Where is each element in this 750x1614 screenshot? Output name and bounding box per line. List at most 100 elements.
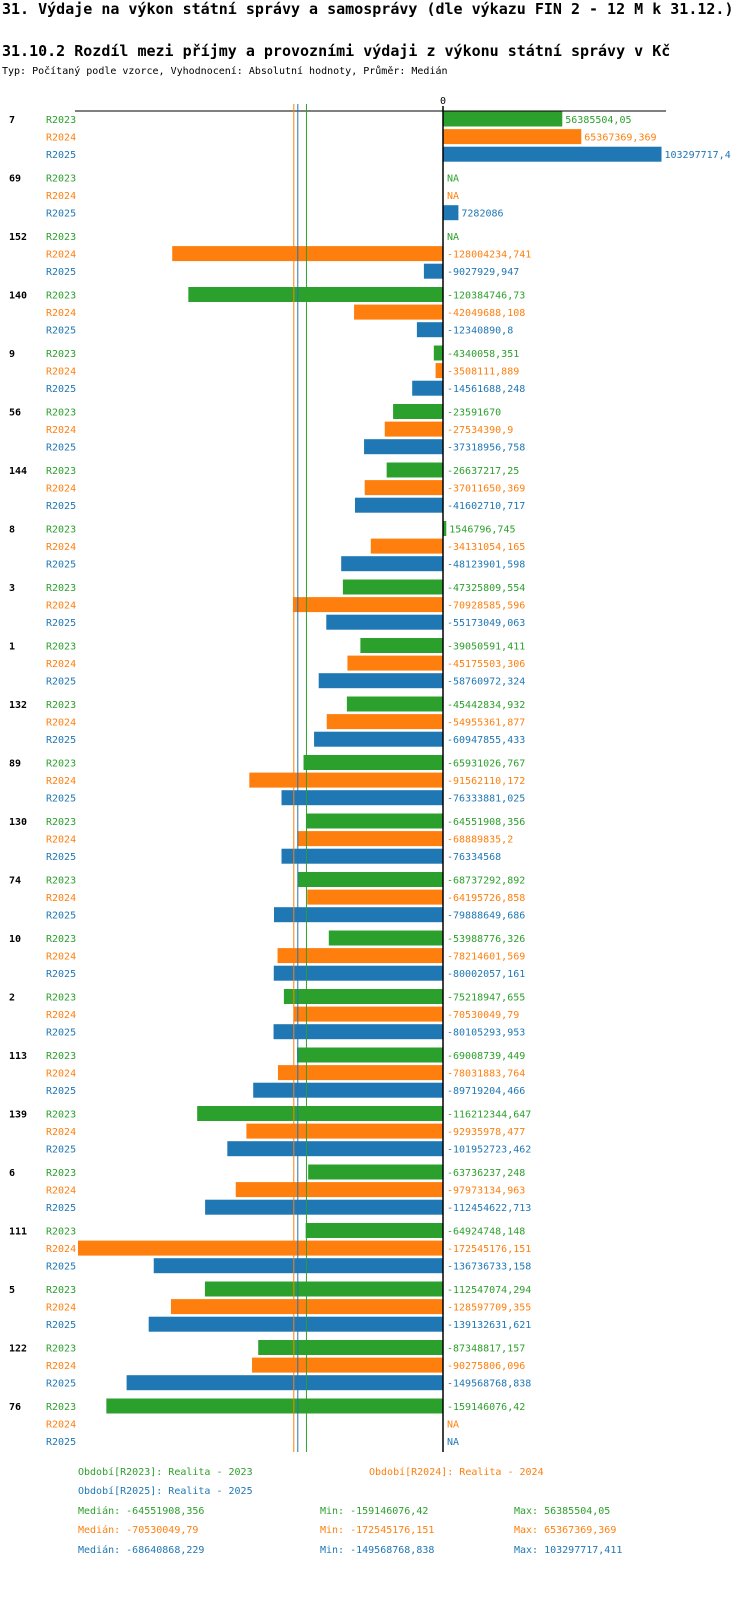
series-label: R2023 xyxy=(46,1110,76,1121)
series-label: R2023 xyxy=(46,993,76,1004)
series-label: R2024 xyxy=(46,1186,76,1197)
bar xyxy=(347,655,443,671)
value-label: -47325809,554 xyxy=(447,583,525,594)
series-label: R2025 xyxy=(46,1320,76,1331)
bar xyxy=(197,1106,443,1121)
category-label: 122 xyxy=(9,1344,27,1355)
series-label: R2025 xyxy=(46,326,76,337)
series-label: R2024 xyxy=(46,659,76,670)
series-label: R2024 xyxy=(46,367,76,378)
legend-period-r2023: Období[R2023]: Realita - 2023 xyxy=(78,1467,253,1478)
legend-min-r2024: Min: -172545176,151 xyxy=(320,1525,435,1536)
bar xyxy=(293,1006,443,1022)
bar xyxy=(274,907,443,923)
series-label: R2025 xyxy=(46,677,76,688)
legend-median-r2023: Medián: -64551908,356 xyxy=(78,1506,205,1517)
value-label: -69008739,449 xyxy=(447,1051,525,1062)
category-label: 144 xyxy=(9,466,27,477)
value-label: -45442834,932 xyxy=(447,700,525,711)
value-label: -76333881,025 xyxy=(447,794,525,805)
series-label: R2023 xyxy=(46,1227,76,1238)
bar xyxy=(443,521,447,536)
legend-max-r2025: Max: 103297717,411 xyxy=(514,1545,623,1556)
bar xyxy=(318,673,443,689)
value-label: -4340058,351 xyxy=(447,349,519,360)
series-label: R2023 xyxy=(46,583,76,594)
series-label: R2025 xyxy=(46,1379,76,1390)
series-label: R2025 xyxy=(46,443,76,454)
series-label: R2024 xyxy=(46,1069,76,1080)
bar xyxy=(360,638,443,653)
series-label: R2023 xyxy=(46,817,76,828)
series-label: R2024 xyxy=(46,191,76,202)
value-label: -26637217,25 xyxy=(447,466,519,477)
value-label: NA xyxy=(447,1420,459,1431)
value-label: -12340890,8 xyxy=(447,326,513,337)
series-label: R2024 xyxy=(46,1361,76,1372)
value-label: -120384746,73 xyxy=(447,291,525,302)
value-label: -116212344,647 xyxy=(447,1110,531,1121)
series-label: R2024 xyxy=(46,835,76,846)
legend-min-r2023: Min: -159146076,42 xyxy=(320,1506,429,1517)
bar xyxy=(292,597,443,613)
bar xyxy=(273,965,443,981)
bar xyxy=(443,205,459,221)
bar xyxy=(297,831,443,847)
series-label: R2023 xyxy=(46,525,76,536)
value-label: -45175503,306 xyxy=(447,659,525,670)
legend-period-r2025: Období[R2025]: Realita - 2025 xyxy=(78,1486,253,1497)
bar xyxy=(235,1182,443,1198)
bar xyxy=(281,848,443,864)
value-label: -92935978,477 xyxy=(447,1127,525,1138)
bar xyxy=(188,287,443,302)
bar xyxy=(303,755,443,770)
bar xyxy=(364,480,443,496)
series-label: R2023 xyxy=(46,876,76,887)
value-label: -48123901,598 xyxy=(447,560,525,571)
series-label: R2025 xyxy=(46,735,76,746)
category-label: 74 xyxy=(9,876,21,887)
series-label: R2025 xyxy=(46,267,76,278)
series-label: R2023 xyxy=(46,934,76,945)
bar xyxy=(443,111,563,127)
series-label: R2024 xyxy=(46,601,76,612)
category-label: 152 xyxy=(9,232,27,243)
series-label: R2023 xyxy=(46,174,76,185)
value-label: -60947855,433 xyxy=(447,735,525,746)
category-label: 6 xyxy=(9,1168,15,1179)
bar xyxy=(78,1240,443,1256)
value-label: NA xyxy=(447,174,459,185)
series-label: R2025 xyxy=(46,794,76,805)
category-label: 5 xyxy=(9,1285,15,1296)
bar xyxy=(412,380,443,396)
value-label: -112454622,713 xyxy=(447,1203,531,1214)
bar xyxy=(328,930,443,946)
series-label: R2023 xyxy=(46,1168,76,1179)
value-label: -75218947,655 xyxy=(447,993,525,1004)
value-label: -149568768,838 xyxy=(447,1379,531,1390)
series-label: R2024 xyxy=(46,542,76,553)
bar xyxy=(297,1047,443,1063)
value-label: 65367369,369 xyxy=(584,133,656,144)
bar xyxy=(386,462,443,478)
series-label: R2023 xyxy=(46,232,76,243)
bar xyxy=(204,1281,443,1297)
value-label: 1546796,745 xyxy=(449,525,515,536)
value-label: -90275806,096 xyxy=(447,1361,525,1372)
series-label: R2025 xyxy=(46,384,76,395)
value-label: -76334568 xyxy=(447,852,501,863)
series-label: R2025 xyxy=(46,1086,76,1097)
series-label: R2025 xyxy=(46,618,76,629)
value-label: -78031883,764 xyxy=(447,1069,525,1080)
series-label: R2023 xyxy=(46,759,76,770)
series-label: R2024 xyxy=(46,1420,76,1431)
bar xyxy=(308,1164,443,1180)
bar xyxy=(227,1141,443,1157)
value-label: -80105293,953 xyxy=(447,1028,525,1039)
bar xyxy=(443,129,582,145)
bar xyxy=(342,579,443,595)
series-label: R2023 xyxy=(46,115,76,126)
value-label: -27534390,9 xyxy=(447,425,513,436)
value-label: -136736733,158 xyxy=(447,1262,531,1273)
bar xyxy=(277,948,443,964)
